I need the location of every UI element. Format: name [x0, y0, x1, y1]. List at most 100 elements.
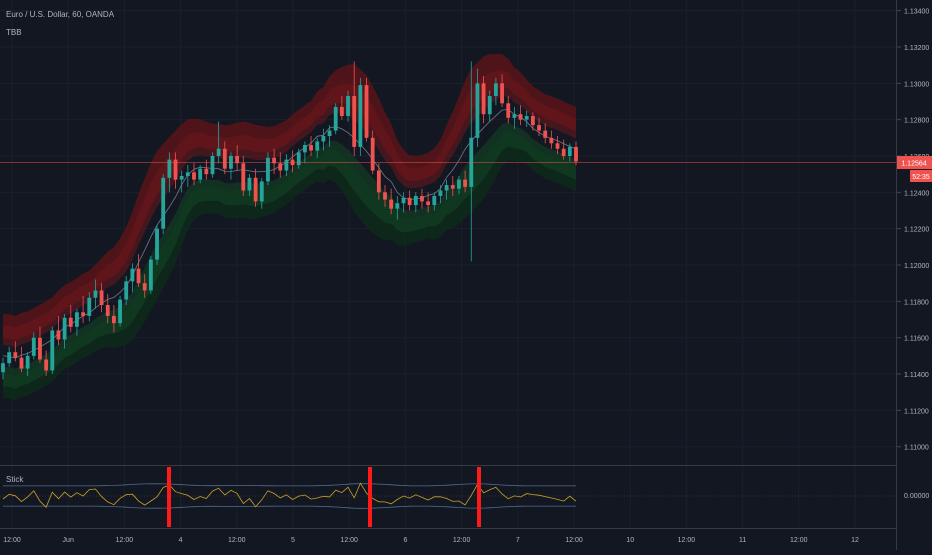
candle-down [339, 96, 344, 120]
candle-body [204, 168, 209, 175]
candle-body [493, 83, 498, 97]
candle-body [75, 312, 79, 327]
candle-body [302, 145, 307, 153]
candle-up [327, 125, 332, 147]
candle-body [266, 157, 270, 182]
candle-body [444, 185, 449, 191]
time-tick-label: 12:00 [340, 537, 358, 544]
candle-body [99, 290, 104, 305]
candle-body [1, 363, 5, 373]
candle-body [296, 152, 301, 166]
candle-body [512, 114, 517, 118]
candle-body [185, 172, 190, 176]
candle-body [487, 96, 492, 115]
candle-down [370, 130, 375, 175]
time-tick-label: 10 [626, 537, 634, 544]
candle-down [376, 163, 381, 200]
candle-body [543, 130, 548, 138]
candle-up [216, 121, 221, 164]
candle-body [389, 199, 394, 209]
candle-body [432, 195, 437, 206]
candle-down [173, 152, 178, 189]
time-tick-label: 7 [516, 537, 520, 544]
candle-body [93, 290, 98, 298]
candle-up [75, 308, 79, 336]
candle-up [567, 143, 572, 162]
candle-up [346, 90, 350, 122]
candle-body [524, 116, 529, 120]
candle-down [506, 96, 511, 124]
candle-body [420, 195, 424, 202]
candle-down [81, 295, 86, 324]
time-axis[interactable]: 12:00 Jun 12:00 4 12:00 5 12:00 6 12:00 7 12:00 10 1… [3, 537, 859, 544]
candle-body [56, 330, 61, 340]
candle-body [259, 181, 264, 202]
candle-body [155, 228, 159, 260]
candle-body [278, 163, 283, 171]
candle-down [222, 141, 227, 175]
candle-body [518, 114, 523, 120]
candle-body [241, 163, 246, 191]
candle-body [44, 359, 49, 371]
candle-up [296, 148, 301, 169]
candle-body [463, 179, 468, 187]
candle-up [512, 106, 517, 129]
candle-down [38, 326, 42, 364]
candle-down [450, 175, 455, 196]
candle-down [543, 123, 548, 144]
symbol-title[interactable]: Euro / U.S. Dollar, 60, OANDA [6, 10, 115, 19]
time-tick-label: 12 [851, 537, 859, 544]
candle-body [136, 268, 141, 284]
candle-down [99, 283, 104, 313]
time-tick-label: 12:00 [790, 537, 808, 544]
candle-down [407, 190, 412, 211]
time-tick-label: 12:00 [678, 537, 696, 544]
indicator-label-tbb[interactable]: TBB [6, 28, 22, 37]
candle-body [253, 177, 258, 202]
candle-up [155, 225, 159, 266]
candle-up [413, 192, 418, 213]
candle-up [302, 141, 307, 164]
price-tick-label: 1.12800 [904, 118, 929, 125]
candle-up [161, 174, 166, 235]
time-tick-label: Jun [63, 537, 74, 544]
lower-band-inner [3, 122, 576, 389]
last-price-tag: 1.12564 52:35 [897, 156, 932, 182]
price-tick-label: 1.13200 [904, 45, 929, 52]
candle-body [407, 197, 412, 206]
candle-up [118, 295, 122, 327]
candle-body [235, 156, 240, 164]
price-tag-bg [897, 156, 932, 169]
candle-up [31, 332, 36, 360]
candle-body [309, 145, 313, 151]
candle-body [401, 197, 406, 204]
candle-up [438, 185, 443, 204]
candle-body [25, 355, 30, 369]
candle-up [7, 346, 12, 367]
countdown-tag-bg [910, 170, 932, 182]
candle-down [68, 305, 73, 333]
candle-body [216, 148, 221, 156]
time-tick-label: 12:00 [565, 537, 583, 544]
candle-body [395, 203, 400, 209]
candle-up [130, 263, 135, 293]
candle-body [284, 159, 289, 171]
candle-body [500, 83, 504, 104]
candle-body [346, 96, 350, 117]
candle-body [31, 337, 36, 356]
candle-down [518, 105, 523, 126]
candle-down [111, 305, 116, 333]
candle-body [81, 312, 86, 316]
candle-body [481, 83, 486, 115]
candle-body [38, 337, 42, 360]
candle-down [44, 350, 49, 376]
indicator-label-stick[interactable]: Stick [6, 475, 24, 484]
stick-oscillator-pane[interactable] [0, 467, 896, 527]
candle-up [524, 110, 529, 127]
candle-up [1, 357, 5, 380]
candle-up [493, 77, 498, 106]
candle-down [204, 159, 209, 180]
candle-down [463, 170, 468, 193]
